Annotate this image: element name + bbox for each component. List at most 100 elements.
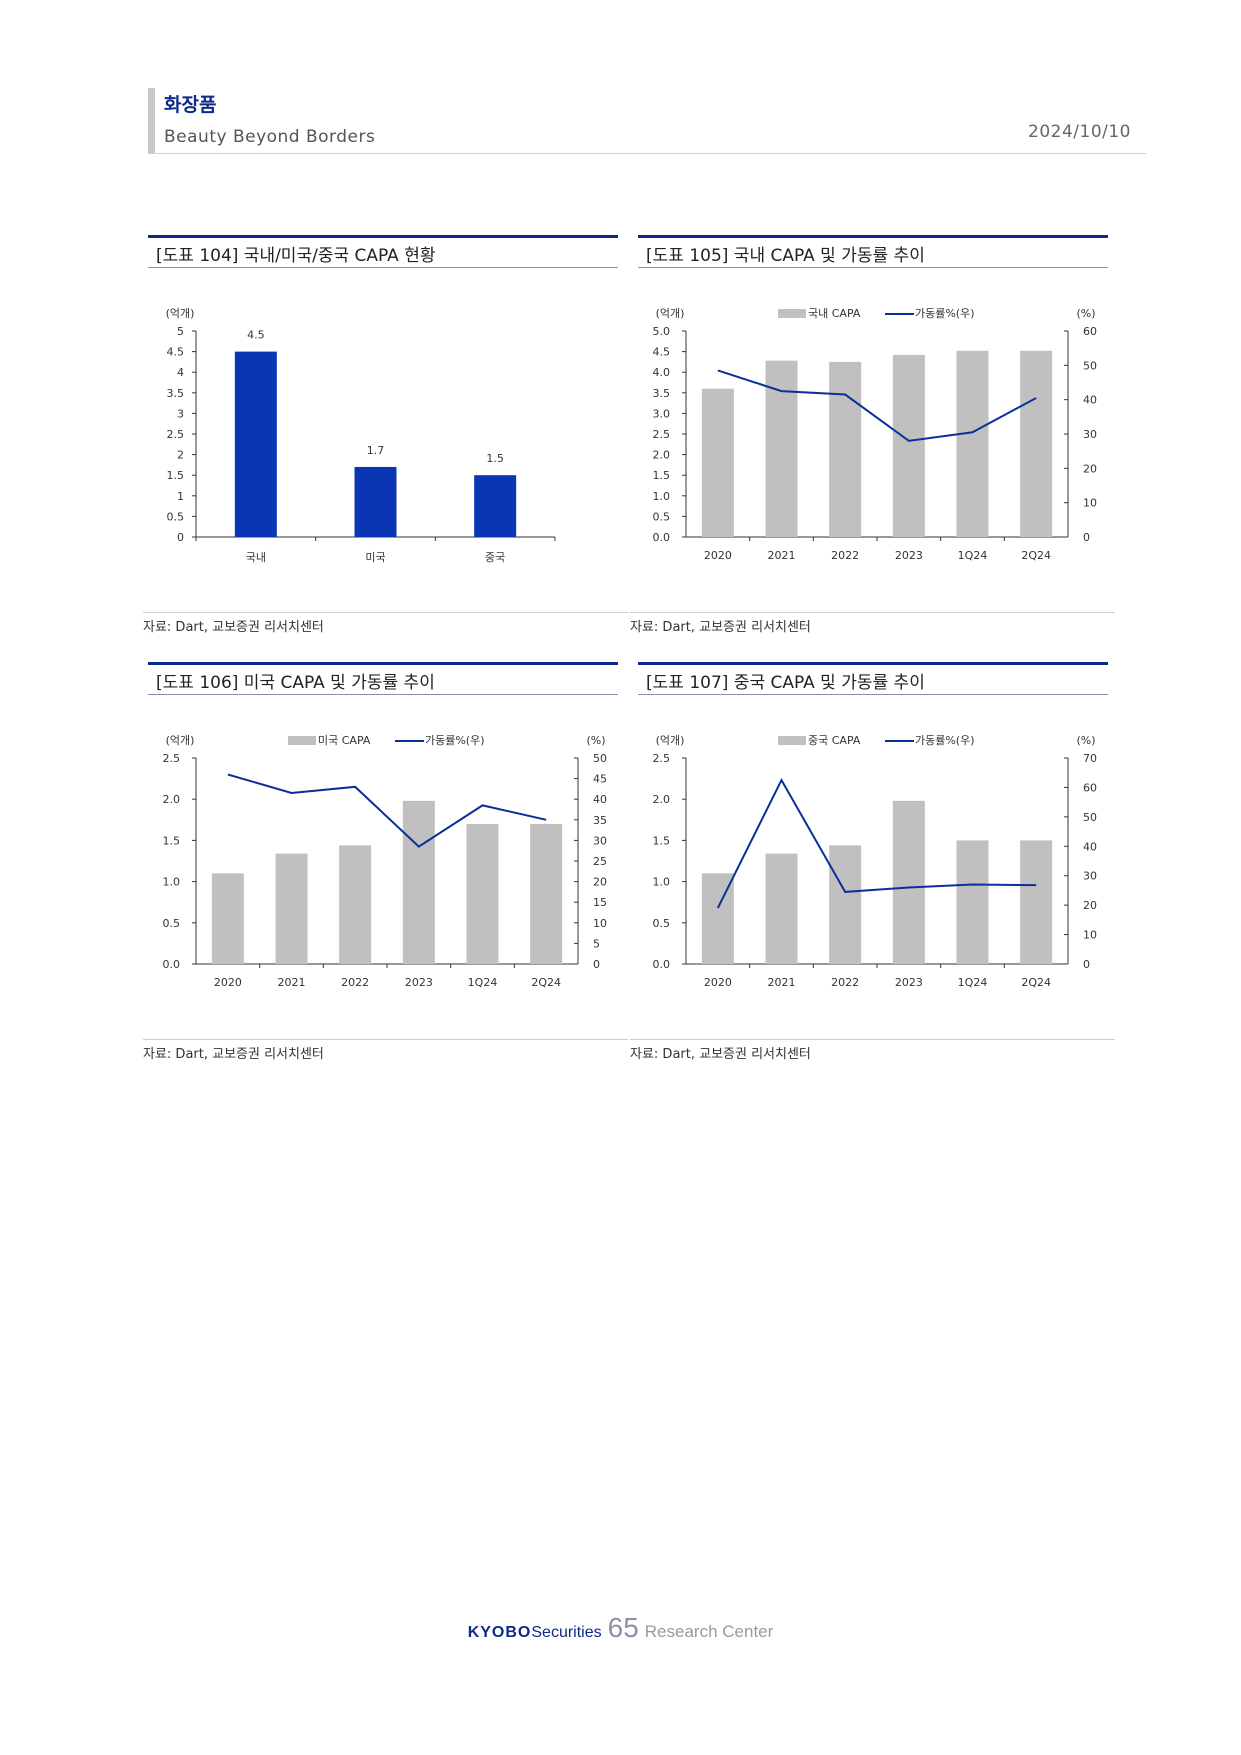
- panel-title-rule: [148, 235, 618, 238]
- y-tick-label: 1: [177, 490, 184, 503]
- capa-bar-2Q24: [1020, 840, 1053, 964]
- y-tick-label: 0: [177, 531, 184, 544]
- x-category-label: 중국: [485, 551, 505, 564]
- utilization-line: [717, 369, 1037, 442]
- footer-brand-suffix: Securities: [531, 1624, 602, 1641]
- x-category-label: 2020: [214, 976, 242, 989]
- y2-tick-label: 60: [1083, 325, 1097, 338]
- x-category-label: 2Q24: [1021, 976, 1051, 989]
- panel-title-rule: [638, 235, 1108, 238]
- y-tick-label: 5.0: [653, 325, 671, 338]
- left-axis-unit: (억개): [656, 734, 685, 747]
- chart-104-svg: (억개) 0 0.5 1 1.5 2 2.5 3 3.5 4 4.5 5 4.5 국내 1.7 미국 1.5 중국: [166, 307, 556, 564]
- capa-bar-1Q24: [466, 823, 499, 964]
- capa-bar-2020: [701, 388, 734, 537]
- source-divider: [630, 1039, 1115, 1040]
- left-axis-unit: (억개): [166, 307, 195, 320]
- x-category-label: 2020: [704, 549, 732, 562]
- header-accent-bar: [148, 88, 155, 154]
- y-tick-label: 0.5: [653, 917, 671, 930]
- source-divider: [143, 1039, 628, 1040]
- y-tick-label: 3: [177, 407, 184, 420]
- y-tick-label: 5: [177, 325, 184, 338]
- y-tick-label: 2.5: [167, 428, 185, 441]
- x-category-label: 2021: [768, 976, 796, 989]
- y-tick-label: 1.5: [653, 834, 671, 847]
- y-tick-label: 2: [177, 449, 184, 462]
- y2-tick-label: 0: [593, 958, 600, 971]
- x-category-label: 국내: [246, 551, 266, 564]
- bar-data-label: 1.5: [486, 452, 504, 465]
- x-category-label: 2Q24: [531, 976, 561, 989]
- chart-source: 자료: Dart, 교보증권 리서치센터: [143, 1047, 324, 1062]
- chart-106-svg: (억개) (%) 미국 CAPA 가동률%(우) 0.0 0.5 1.0 1.5 2.0 2.5 0…: [163, 734, 608, 989]
- y2-tick-label: 5: [593, 937, 600, 950]
- capa-bar-2Q24: [530, 823, 563, 964]
- x-category-label: 2022: [341, 976, 369, 989]
- legend-bar-swatch: [778, 736, 806, 745]
- bar-2: [354, 466, 397, 537]
- y-tick-label: 1.5: [167, 469, 185, 482]
- x-category-label: 2022: [831, 976, 859, 989]
- x-category-label: 2023: [895, 549, 923, 562]
- y-tick-label: 2.5: [163, 752, 181, 765]
- capa-bar-2020: [211, 873, 244, 964]
- y-tick-label: 0.5: [163, 917, 181, 930]
- x-category-label: 2022: [831, 549, 859, 562]
- y-tick-label: 0.5: [167, 510, 185, 523]
- capa-bar-2022: [829, 845, 862, 964]
- y2-tick-label: 50: [1083, 811, 1097, 824]
- y-tick-label: 0.0: [653, 958, 671, 971]
- x-category-label: 2Q24: [1021, 549, 1051, 562]
- y-tick-label: 1.0: [163, 876, 181, 889]
- y-tick-label: 4.0: [653, 366, 671, 379]
- bar-3: [474, 475, 517, 537]
- capa-bar-2Q24: [1020, 350, 1053, 537]
- y-tick-label: 1.0: [653, 876, 671, 889]
- y2-tick-label: 20: [1083, 462, 1097, 475]
- panel-title-rule: [638, 662, 1108, 665]
- legend-bar-label: 미국 CAPA: [318, 734, 371, 747]
- left-axis-unit: (억개): [656, 307, 685, 320]
- utilization-line: [227, 773, 547, 848]
- capa-bar-2021: [275, 853, 308, 964]
- report-subtitle: Beauty Beyond Borders: [164, 127, 376, 147]
- right-axis-unit: (%): [1076, 734, 1095, 747]
- legend-bar-swatch: [288, 736, 316, 745]
- y-tick-label: 4.5: [653, 346, 671, 359]
- panel-title-underline: [148, 267, 618, 268]
- capa-bar-2022: [339, 845, 372, 964]
- capa-bar-2021: [765, 853, 798, 964]
- capa-bar-1Q24: [956, 840, 989, 964]
- y2-tick-label: 70: [1083, 752, 1097, 765]
- y-tick-label: 1.0: [653, 490, 671, 503]
- report-date: 2024/10/10: [1028, 122, 1131, 142]
- y2-tick-label: 40: [1083, 394, 1097, 407]
- chart-title: [도표 106] 미국 CAPA 및 가동률 추이: [156, 673, 435, 693]
- x-category-label: 2021: [278, 976, 306, 989]
- y2-tick-label: 0: [1083, 958, 1090, 971]
- legend-bar-label: 중국 CAPA: [808, 734, 861, 747]
- page-number: 65: [607, 1612, 639, 1643]
- y2-tick-label: 10: [593, 917, 607, 930]
- right-axis-unit: (%): [1076, 307, 1095, 320]
- footer-label: Research Center: [644, 1622, 774, 1641]
- bar-data-label: 4.5: [247, 329, 265, 342]
- chart-title: [도표 104] 국내/미국/중국 CAPA 현황: [156, 246, 436, 266]
- y-tick-label: 2.5: [653, 752, 671, 765]
- legend-bar-label: 국내 CAPA: [808, 307, 861, 320]
- y2-tick-label: 20: [1083, 899, 1097, 912]
- chart-105-svg: (억개) (%) 국내 CAPA 가동률%(우) 0.0 0.5 1.0 1.5 2.0 2.5 3…: [653, 307, 1098, 562]
- legend-line-label: 가동률%(우): [915, 307, 975, 320]
- bar-1: [234, 351, 277, 537]
- y2-tick-label: 25: [593, 855, 607, 868]
- header-divider: [148, 153, 1146, 154]
- y2-tick-label: 30: [593, 834, 607, 847]
- y-tick-label: 3.0: [653, 407, 671, 420]
- page-footer: KYOBOSecurities 65 Research Center: [0, 1612, 1241, 1644]
- y-tick-label: 3.5: [167, 387, 185, 400]
- panel-title-underline: [638, 267, 1108, 268]
- legend-line-label: 가동률%(우): [425, 734, 485, 747]
- x-category-label: 2023: [895, 976, 923, 989]
- x-category-label: 1Q24: [468, 976, 498, 989]
